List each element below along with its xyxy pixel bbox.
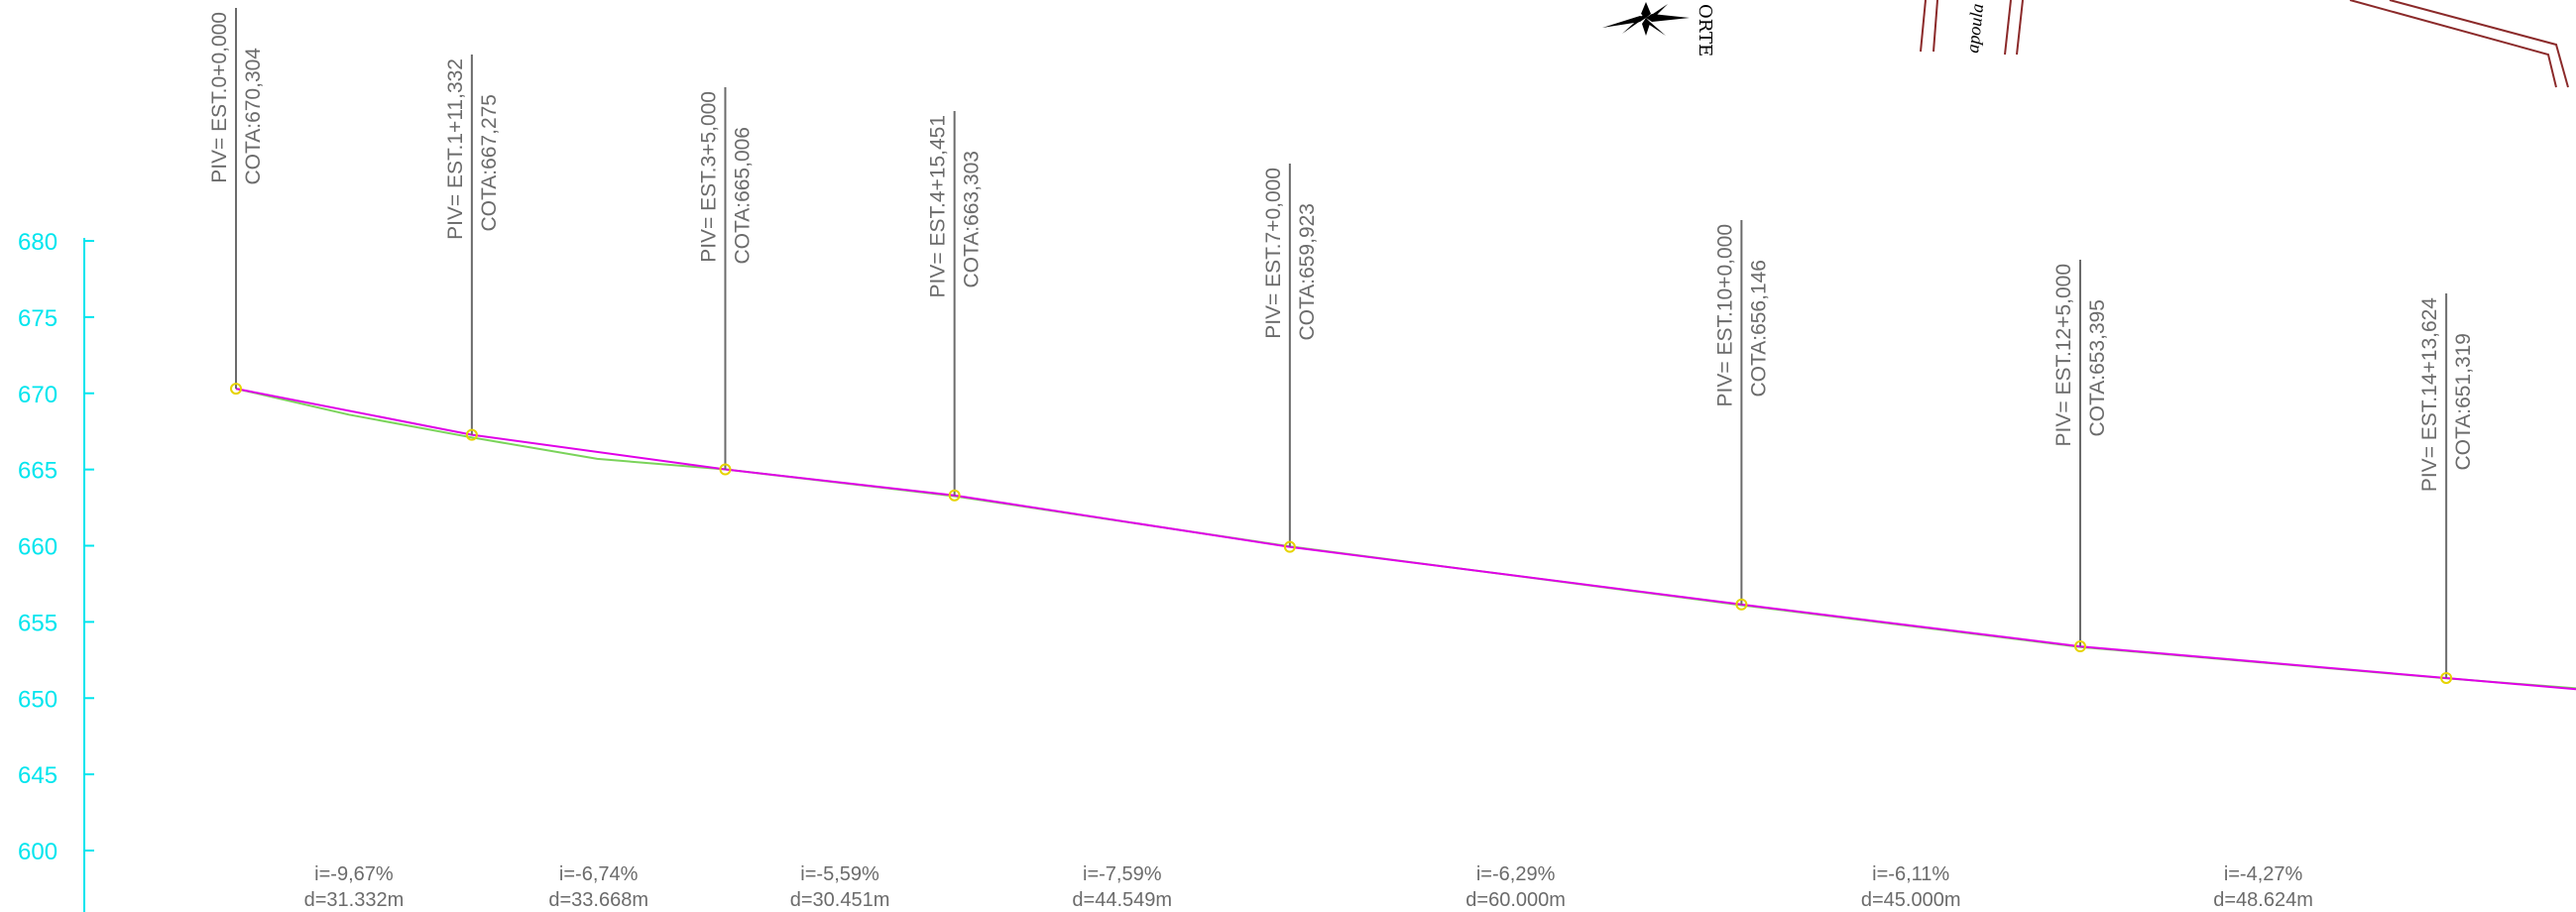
street-label: apoula [1962,3,1987,55]
piv-annotation: PIV= EST.1+11,332 COTA:667,275 [444,55,501,441]
y-tick-label: 675 [18,305,58,332]
piv-station-label: PIV= EST.14+13,624 [2418,297,2441,492]
y-tick-label: 655 [18,610,58,636]
piv-station-label: PIV= EST.10+0,000 [1713,224,1736,406]
piv-station-label: PIV= EST.3+5,000 [697,91,720,263]
segment-distance: d=60.000m [1465,889,1566,911]
segment-annotations: i=-9,67% d=31.332m i=-6,74% d=33.668m i=-5,5… [304,863,2313,911]
piv-annotation: PIV= EST.0+0,000 COTA:670,304 [208,8,265,396]
segment-slope: i=-6,11% [1872,863,1949,885]
segment-distance: d=45.000m [1861,889,1961,911]
piv-annotations: PIV= EST.0+0,000 COTA:670,304 PIV= EST.1+1… [208,8,2475,684]
y-tick-label: 660 [18,534,58,561]
segment-label: i=-6,11% d=45.000m [1861,863,1961,911]
piv-cota-label: COTA:656,146 [1747,260,1770,398]
piv-marker [465,428,478,441]
piv-annotation: PIV= EST.12+5,000 COTA:653,395 [2052,260,2109,653]
segment-distance: d=44.549m [1072,889,1172,911]
piv-cota-label: COTA:667,275 [478,94,501,232]
piv-cota-label: COTA:653,395 [2086,299,2109,437]
segment-label: i=-7,59% d=44.549m [1072,863,1172,911]
y-tick-label: 670 [18,382,58,408]
profile-line [235,388,2576,691]
segment-distance: d=30.451m [790,889,890,911]
street-outline: apoula [1920,0,2569,88]
y-tick-label: 600 [18,839,58,865]
piv-station-label: PIV= EST.12+5,000 [2052,264,2075,446]
north-arrow: ORTE [1602,2,1715,57]
y-tick-label: 650 [18,686,58,713]
piv-cota-label: COTA:659,923 [1296,203,1319,341]
piv-marker [948,489,961,502]
street-edge [2389,0,2569,88]
piv-annotation: PIV= EST.4+15,451 COTA:663,303 [927,111,984,502]
segment-slope: i=-4,27% [2224,863,2303,885]
segment-slope: i=-6,29% [1476,863,1556,885]
segment-slope: i=-5,59% [800,863,879,885]
terrain-line [235,388,2576,690]
segment-label: i=-6,74% d=33.668m [548,863,648,911]
segment-label: i=-4,27% d=48.624m [2213,863,2313,911]
piv-cota-label: COTA:665,006 [731,127,754,265]
street-edge [1932,0,1938,53]
north-label: ORTE [1695,4,1715,57]
segment-slope: i=-9,67% [314,863,394,885]
piv-marker [719,463,732,476]
segment-slope: i=-6,74% [559,863,639,885]
piv-marker [2440,671,2453,684]
segment-label: i=-9,67% d=31.332m [304,863,405,911]
piv-marker [1735,598,1748,611]
piv-annotation: PIV= EST.3+5,000 COTA:665,006 [697,87,754,476]
street-edge [2004,0,2012,56]
piv-marker [230,383,242,396]
piv-annotation: PIV= EST.14+13,624 COTA:651,319 [2418,293,2475,684]
y-tick-label: 680 [18,229,58,256]
piv-station-label: PIV= EST.4+15,451 [927,115,950,297]
piv-station-label: PIV= EST.7+0,000 [1262,168,1285,339]
piv-cota-label: COTA:663,303 [961,151,984,288]
piv-marker [2074,640,2086,653]
segment-slope: i=-7,59% [1083,863,1162,885]
street-edge [2016,0,2024,56]
piv-station-label: PIV= EST.0+0,000 [208,12,231,183]
piv-cota-label: COTA:651,319 [2452,333,2475,471]
terrain-profile [235,388,2576,690]
segment-distance: d=48.624m [2213,889,2313,911]
elevation-axis: 680 675 670 665 660 655 650 645 600 [18,229,94,912]
piv-marker [1283,540,1296,553]
segment-label: i=-6,29% d=60.000m [1465,863,1566,911]
street-edge [2349,0,2557,88]
piv-annotation: PIV= EST.10+0,000 COTA:656,146 [1713,220,1770,611]
segment-distance: d=33.668m [548,889,648,911]
piv-annotation: PIV= EST.7+0,000 COTA:659,923 [1262,164,1319,553]
piv-cota-label: COTA:670,304 [242,48,265,185]
segment-label: i=-5,59% d=30.451m [790,863,890,911]
segment-distance: d=31.332m [304,889,405,911]
compass-rose-icon [1602,2,1690,36]
y-tick-label: 645 [18,762,58,789]
piv-station-label: PIV= EST.1+11,332 [444,58,467,240]
street-edge [1920,0,1927,53]
y-tick-label: 665 [18,458,58,485]
grade-profile [235,388,2576,691]
